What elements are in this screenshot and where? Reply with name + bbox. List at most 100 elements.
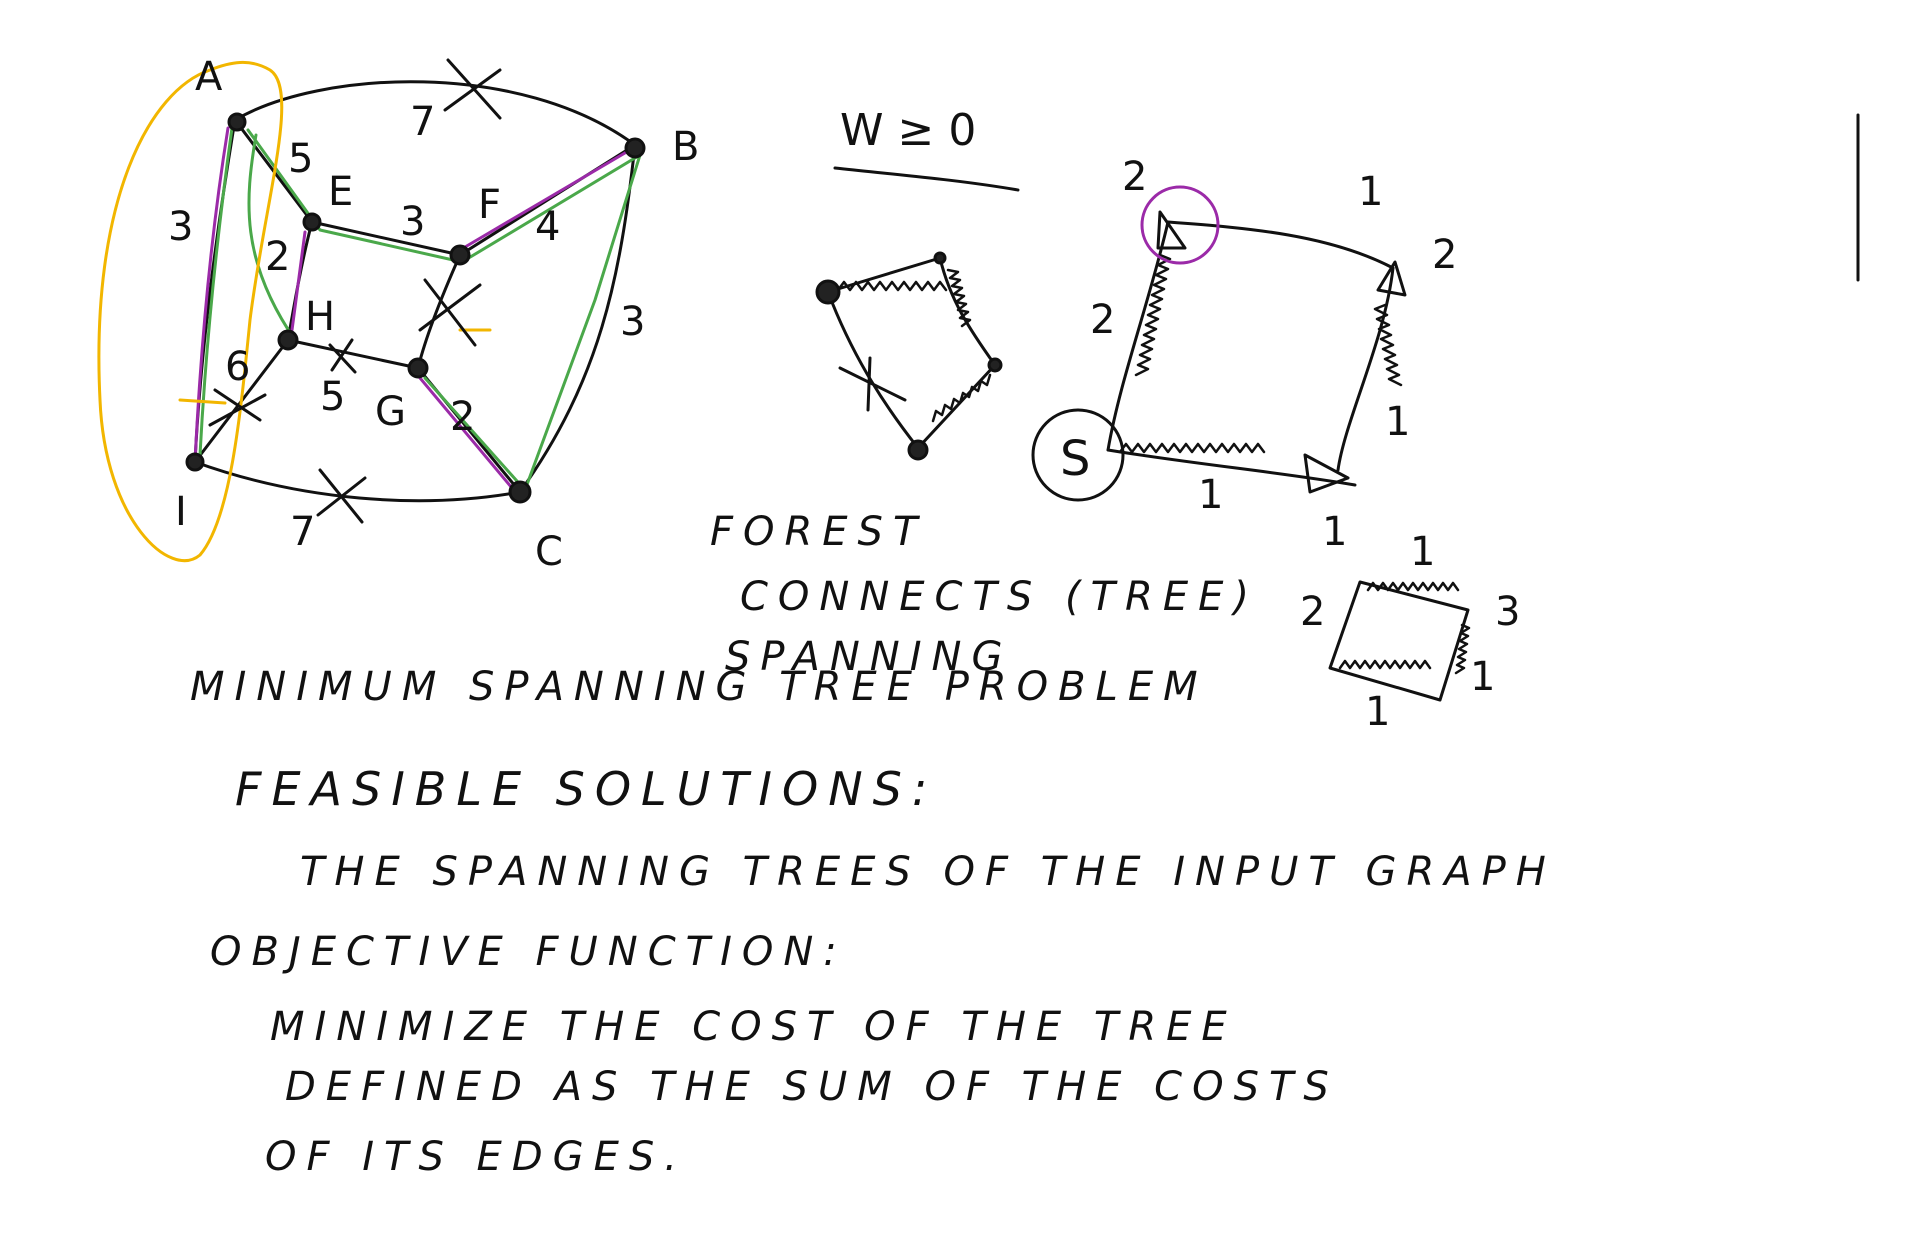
weight-b-c: 3 [620, 299, 645, 345]
small-node-3 [987, 357, 1003, 373]
corner-arrow-top-right [1376, 260, 1407, 297]
weight-condition: W ≥ 0 [833, 105, 1020, 192]
node-i [185, 452, 205, 472]
weight-h-g: 5 [320, 374, 345, 420]
square-weight-left: 2 [1090, 297, 1115, 343]
square-weight-right-top: 2 [1432, 232, 1457, 278]
mini-square-right-zig [1454, 623, 1471, 675]
yellow-tick-1 [178, 398, 227, 405]
cross-edge-a-b [443, 58, 502, 120]
small-edge-2-zig [946, 268, 972, 328]
small-edge-1-zig [836, 280, 948, 292]
square-weight-top-left: 2 [1122, 154, 1147, 200]
node-f [449, 244, 471, 266]
node-label-f: F [478, 182, 501, 228]
mini-weight-right: 1 [1470, 654, 1495, 700]
node-h [277, 329, 299, 351]
small-edge-3 [916, 363, 997, 450]
weight-a-b: 7 [410, 99, 435, 145]
note-objective-line2: DEFINED AS THE SUM OF THE COSTS [285, 1064, 1339, 1110]
edge-g-h [286, 338, 420, 370]
edge-c-i [193, 460, 522, 503]
square-right-edge [1336, 266, 1395, 472]
root-highlight-circle [1140, 185, 1220, 265]
main-graph: A B C E F H G I 7 3 5 3 4 2 3 2 6 5 7 [97, 54, 699, 575]
node-label-e: E [328, 169, 353, 215]
node-e [302, 212, 322, 232]
cross-edge-h-g [328, 338, 357, 374]
condition-text: W ≥ 0 [840, 105, 976, 156]
node-a [227, 112, 247, 132]
weight-h-e: 2 [265, 234, 290, 280]
small-edge-4-cross [838, 356, 907, 412]
note-spanning: SPANNING [725, 634, 1012, 680]
edge-a-b [233, 80, 637, 147]
root-s-label: S [1060, 431, 1090, 487]
weight-e-f: 3 [400, 199, 425, 245]
mini-square-outline [1328, 580, 1470, 702]
cross-edge-c-i [316, 468, 367, 524]
square-right-zig [1373, 303, 1403, 387]
cross-edge-f-g [418, 278, 482, 347]
corner-arrow-top-left [1156, 210, 1187, 250]
small-cycle-graph [815, 251, 1003, 461]
weight-i-a: 3 [168, 204, 193, 250]
square-weight-bottom-left: 1 [1198, 472, 1223, 518]
node-label-g: G [375, 389, 406, 435]
cross-edge-h-i [208, 388, 267, 427]
corner-arrow-bottom-right [1303, 453, 1350, 494]
small-node-2 [933, 251, 947, 265]
square-bottom-zig [1118, 442, 1266, 454]
note-feasible: FEASIBLE SOLUTIONS: [235, 762, 937, 816]
square-weight-top: 1 [1358, 169, 1383, 215]
small-edge-2 [938, 256, 997, 367]
mini-weight-left: 2 [1300, 589, 1325, 635]
mini-weight-top: 1 [1410, 529, 1435, 575]
square-weight-bottom-right: 1 [1322, 509, 1347, 555]
square-left-edge [1106, 220, 1170, 452]
root-s-circle [1031, 408, 1125, 502]
node-label-b: B [672, 124, 699, 170]
square-weight-right: 1 [1385, 399, 1410, 445]
note-forest: FOREST [710, 509, 927, 555]
node-c [508, 480, 532, 504]
condition-underline [833, 166, 1020, 192]
note-objective-line3: OF ITS EDGES. [265, 1134, 687, 1180]
notes: FOREST CONNECTS (TREE) SPANNING MINIMUM … [190, 509, 1556, 1180]
edge-e-f [310, 220, 462, 257]
mini-weight-bottom: 1 [1365, 689, 1390, 735]
rooted-square-graph: S 2 1 2 2 1 1 1 [1031, 154, 1457, 555]
small-square-graph: 1 3 1 1 2 [1300, 529, 1520, 735]
weight-b-f: 4 [535, 204, 560, 250]
node-label-a: A [195, 54, 223, 100]
mini-square-top-zig [1366, 581, 1460, 592]
square-bottom-edge [1106, 448, 1357, 487]
small-node-1 [815, 279, 841, 305]
mini-weight-right-top: 3 [1495, 589, 1520, 635]
node-g [407, 357, 429, 379]
note-connects: CONNECTS (TREE) [740, 574, 1259, 620]
weight-g-c: 2 [450, 394, 475, 440]
note-objective: OBJECTIVE FUNCTION: [210, 929, 847, 975]
edge-i-a [193, 118, 237, 464]
node-label-h: H [305, 294, 335, 340]
weight-a-e: 5 [288, 136, 313, 182]
node-b [624, 137, 646, 159]
square-left-zig [1134, 253, 1172, 377]
weight-h-i: 6 [225, 344, 250, 390]
note-problem: MINIMUM SPANNING TREE PROBLEM [190, 664, 1208, 710]
square-top-edge [1166, 220, 1395, 270]
small-node-4 [907, 439, 929, 461]
weight-c-i: 7 [290, 509, 315, 555]
note-objective-line1: MINIMIZE THE COST OF THE TREE [270, 1004, 1237, 1050]
small-edge-4 [826, 290, 920, 450]
yellow-selection-loop [97, 60, 284, 562]
purple-highlight-path [193, 126, 632, 490]
edge-f-g [416, 253, 462, 370]
note-feasible-desc: THE SPANNING TREES OF THE INPUT GRAPH [300, 849, 1556, 895]
node-label-i: I [175, 489, 187, 535]
edge-b-c [518, 143, 637, 494]
mini-square-bottom-zig [1338, 659, 1432, 670]
small-edge-3-zig [931, 373, 992, 423]
